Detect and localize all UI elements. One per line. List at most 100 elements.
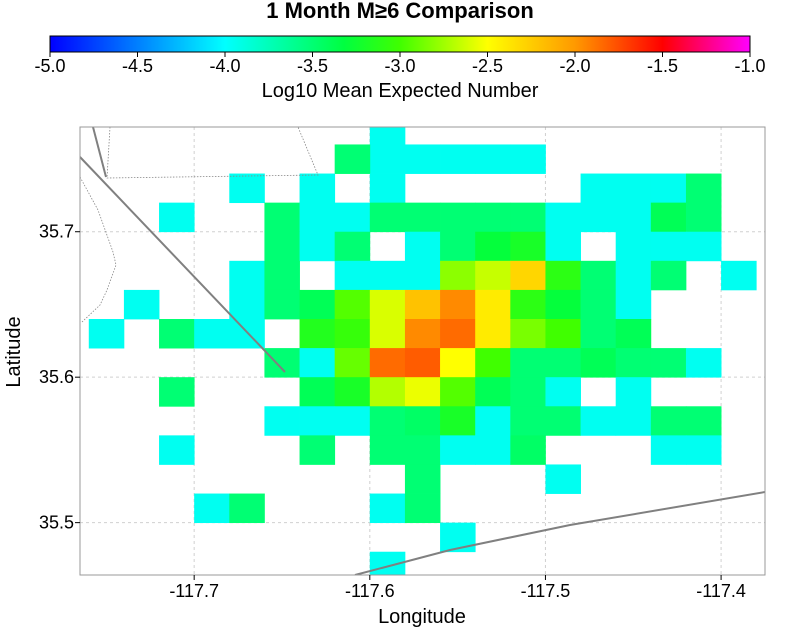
heatmap-cell	[580, 406, 617, 436]
heatmap-cell	[475, 406, 511, 436]
county-line-north	[106, 127, 319, 179]
heatmap-cell	[369, 319, 406, 349]
heatmap-cell	[299, 348, 336, 378]
heatmap-cell	[440, 377, 476, 407]
heatmap-cell	[159, 319, 195, 349]
heatmap-cell	[545, 260, 581, 291]
heatmap-cell	[510, 202, 546, 233]
heatmap-cell	[510, 289, 546, 320]
y-tick-label: 35.7	[39, 222, 74, 242]
colorbar-tick-label: -2.5	[472, 56, 503, 76]
heatmap-cell	[369, 435, 406, 465]
colorbar-tick-label: -5.0	[34, 56, 65, 76]
county-line-west	[80, 176, 117, 323]
heatmap-cell	[685, 231, 722, 262]
heatmap-cell	[615, 319, 652, 349]
heatmap-cell	[194, 319, 230, 349]
heatmap-cell	[369, 377, 406, 407]
heatmap-cell	[194, 493, 230, 524]
heatmap-cell	[545, 464, 581, 494]
heatmap-cell	[404, 319, 441, 349]
heatmap-cell	[580, 260, 617, 291]
heatmap-cell	[440, 231, 476, 262]
heatmap-cell	[440, 348, 476, 378]
heatmap-cell	[685, 406, 722, 436]
heatmap-cell	[615, 406, 652, 436]
heatmap-cell	[475, 435, 511, 465]
heatmap-cell	[580, 289, 617, 320]
heatmap-cell	[650, 202, 687, 233]
heatmap-cell	[475, 144, 511, 174]
heatmap-cell	[299, 377, 336, 407]
heatmap-cell	[334, 289, 371, 320]
heatmap-cell	[369, 406, 406, 436]
heatmap-cell	[650, 231, 687, 262]
y-axis-ticks: 35.5 35.6 35.7	[39, 222, 80, 533]
heatmap-cell	[545, 289, 581, 320]
heatmap-cell	[685, 348, 722, 378]
heatmap-cell	[650, 173, 687, 204]
x-tick-label: -117.4	[696, 581, 746, 601]
heatmap-cell	[404, 435, 441, 465]
heatmap-cell	[334, 348, 371, 378]
heatmap-cell	[404, 464, 441, 494]
heatmap-cell	[440, 435, 476, 465]
colorbar-tick-label: -4.0	[209, 56, 240, 76]
chart-title: 1 Month M≥6 Comparison	[266, 0, 534, 23]
heatmap-cell	[580, 319, 617, 349]
colorbar-tick-label: -4.5	[122, 56, 153, 76]
heatmap-cells	[88, 127, 757, 575]
heatmap-cell	[545, 406, 581, 436]
heatmap-cell	[334, 202, 371, 233]
x-tick-label: -117.7	[169, 581, 219, 601]
y-tick-label: 35.6	[39, 367, 74, 387]
heatmap-cell	[440, 522, 476, 553]
heatmap-cell	[404, 260, 441, 291]
heatmap-cell	[369, 289, 406, 320]
heatmap-cell	[369, 127, 406, 145]
heatmap-cell	[369, 202, 406, 233]
heatmap-cell	[299, 202, 336, 233]
heatmap-cell	[510, 377, 546, 407]
heatmap-cell	[721, 260, 757, 291]
heatmap-cell	[475, 377, 511, 407]
heatmap-cell	[264, 231, 300, 262]
y-tick-label: 35.5	[39, 513, 74, 533]
colorbar	[49, 35, 751, 53]
heatmap-cell	[685, 202, 722, 233]
fault-line-southeast	[354, 491, 765, 575]
heatmap-cell	[369, 173, 406, 204]
heatmap-cell	[580, 202, 617, 233]
colorbar-ticks: -5.0 -4.5 -4.0 -3.5 -3.0 -2.5 -2.0 -1.5 -1.0	[34, 52, 766, 76]
heatmap-cell	[334, 319, 371, 349]
heatmap-cell	[404, 202, 441, 233]
heatmap-cell	[404, 377, 441, 407]
heatmap-cell	[440, 260, 476, 291]
heatmap-cell	[299, 435, 336, 465]
heatmap-cell	[650, 406, 687, 436]
plot-frame	[79, 126, 766, 576]
y-axis-label: Latitude	[3, 316, 25, 387]
heatmap-cell	[615, 202, 652, 233]
heatmap-cell	[334, 260, 371, 291]
heatmap-cell	[545, 319, 581, 349]
heatmap-cell	[615, 231, 652, 262]
heatmap-cell	[440, 202, 476, 233]
heatmap-cell	[510, 348, 546, 378]
heatmap-cell	[510, 435, 546, 465]
heatmap-cell	[369, 348, 406, 378]
colorbar-tick-label: -2.0	[559, 56, 590, 76]
heatmap-cell	[264, 260, 300, 291]
heatmap-cell	[404, 289, 441, 320]
heatmap-cell	[615, 377, 652, 407]
heatmap-cell	[650, 348, 687, 378]
heatmap-cell	[264, 289, 300, 320]
heatmap-cell	[440, 144, 476, 174]
heatmap-cell	[580, 348, 617, 378]
heatmap-cell	[440, 289, 476, 320]
heatmap-cell	[510, 260, 546, 291]
fault-line-north	[92, 127, 107, 178]
heatmap-cell	[475, 348, 511, 378]
heatmap-cell	[440, 406, 476, 436]
